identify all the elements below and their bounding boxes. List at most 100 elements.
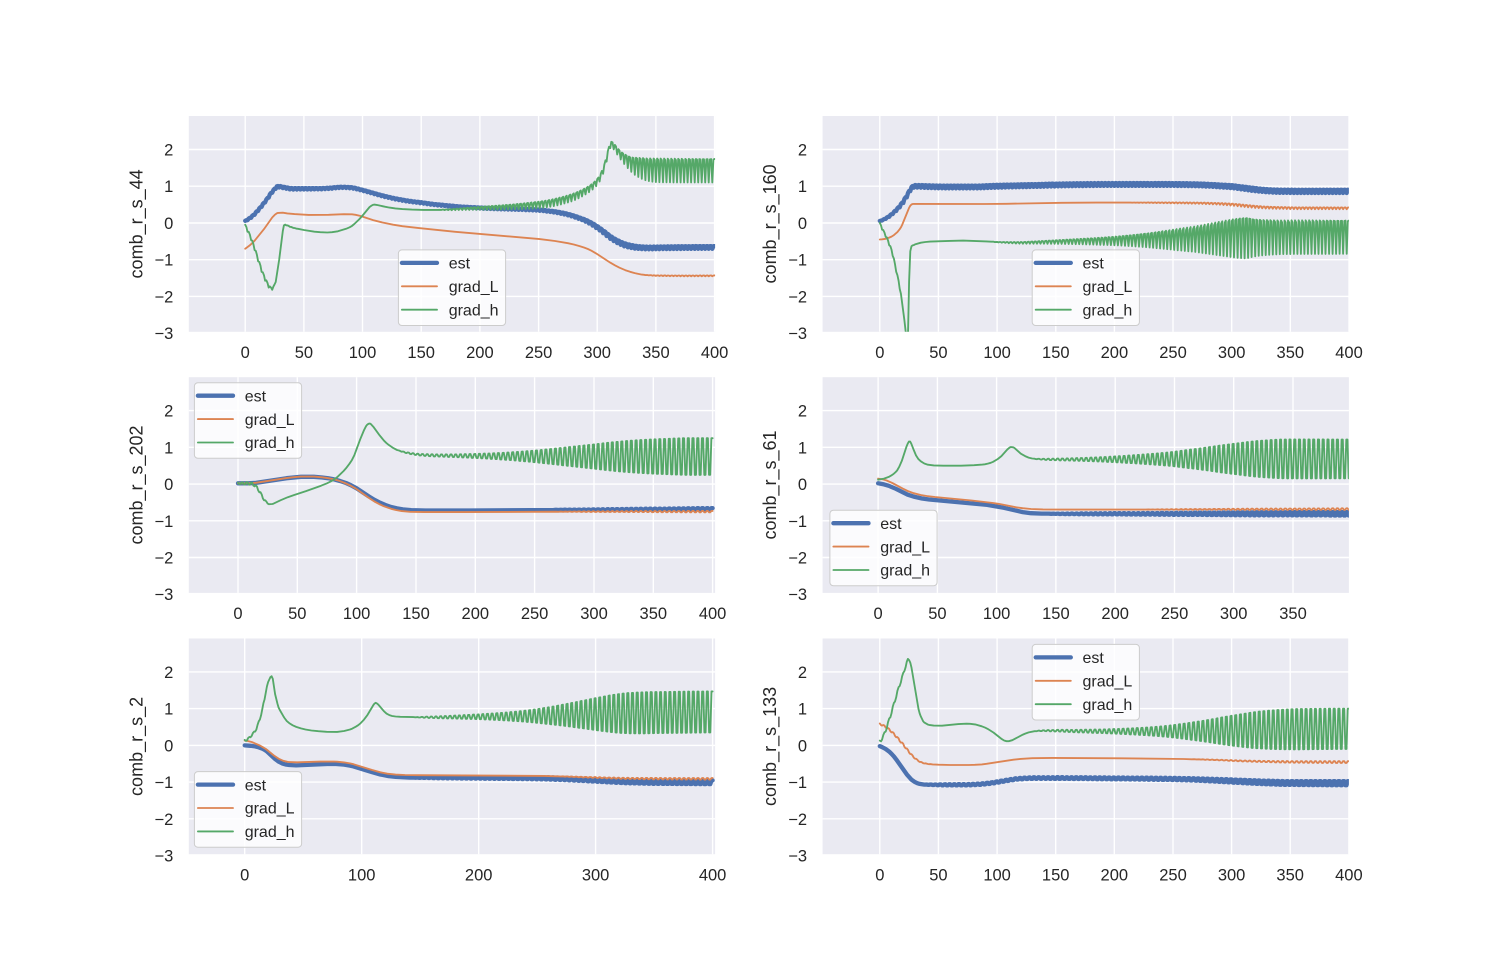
svg-text:0: 0 <box>164 737 173 755</box>
svg-text:2: 2 <box>798 403 807 421</box>
svg-text:−1: −1 <box>154 252 173 270</box>
svg-text:grad_L: grad_L <box>1083 279 1133 296</box>
svg-text:350: 350 <box>1279 605 1307 623</box>
svg-text:350: 350 <box>640 605 668 623</box>
svg-text:0: 0 <box>164 215 173 233</box>
svg-text:50: 50 <box>929 867 947 885</box>
svg-text:−3: −3 <box>788 586 807 604</box>
svg-text:300: 300 <box>580 605 608 623</box>
svg-text:300: 300 <box>1218 867 1246 885</box>
svg-text:0: 0 <box>874 605 883 623</box>
svg-text:−1: −1 <box>788 774 807 792</box>
svg-text:−2: −2 <box>788 288 807 306</box>
svg-text:1: 1 <box>164 439 173 457</box>
svg-text:150: 150 <box>1042 867 1070 885</box>
svg-text:1: 1 <box>798 178 807 196</box>
svg-text:grad_h: grad_h <box>1083 302 1133 319</box>
svg-text:grad_h: grad_h <box>880 563 930 580</box>
svg-text:−3: −3 <box>154 848 173 866</box>
svg-text:100: 100 <box>983 344 1011 362</box>
svg-text:grad_L: grad_L <box>245 412 295 429</box>
svg-text:comb_r_s_202: comb_r_s_202 <box>126 425 147 544</box>
svg-text:grad_L: grad_L <box>1083 674 1133 691</box>
svg-text:150: 150 <box>402 605 430 623</box>
svg-text:grad_L: grad_L <box>449 279 499 296</box>
svg-text:400: 400 <box>699 867 727 885</box>
svg-text:−1: −1 <box>154 774 173 792</box>
svg-text:350: 350 <box>642 344 670 362</box>
svg-text:50: 50 <box>288 605 306 623</box>
svg-text:grad_h: grad_h <box>449 302 499 319</box>
svg-text:200: 200 <box>1101 605 1129 623</box>
svg-text:−1: −1 <box>154 513 173 531</box>
svg-text:2: 2 <box>164 142 173 160</box>
svg-text:grad_L: grad_L <box>245 801 295 818</box>
svg-text:2: 2 <box>164 403 173 421</box>
svg-text:400: 400 <box>1335 344 1363 362</box>
svg-text:100: 100 <box>348 867 376 885</box>
svg-text:1: 1 <box>164 178 173 196</box>
svg-text:−2: −2 <box>788 550 807 568</box>
svg-text:100: 100 <box>983 605 1011 623</box>
svg-text:250: 250 <box>521 605 549 623</box>
svg-text:100: 100 <box>343 605 371 623</box>
svg-text:400: 400 <box>699 605 727 623</box>
svg-text:−3: −3 <box>154 586 173 604</box>
svg-text:est: est <box>449 256 471 273</box>
svg-text:0: 0 <box>233 605 242 623</box>
svg-text:150: 150 <box>1042 344 1070 362</box>
svg-text:comb_r_s_61: comb_r_s_61 <box>760 430 781 539</box>
svg-text:300: 300 <box>583 344 611 362</box>
svg-text:150: 150 <box>1042 605 1070 623</box>
svg-text:200: 200 <box>462 605 490 623</box>
svg-text:−1: −1 <box>788 252 807 270</box>
svg-text:−2: −2 <box>154 288 173 306</box>
svg-text:2: 2 <box>798 664 807 682</box>
svg-text:−3: −3 <box>788 325 807 343</box>
svg-text:300: 300 <box>1220 605 1248 623</box>
svg-text:comb_r_s_2: comb_r_s_2 <box>126 697 147 796</box>
svg-text:0: 0 <box>798 215 807 233</box>
svg-text:1: 1 <box>798 701 807 719</box>
svg-text:grad_h: grad_h <box>245 824 295 841</box>
svg-text:400: 400 <box>701 344 729 362</box>
svg-text:350: 350 <box>1276 867 1304 885</box>
svg-text:100: 100 <box>983 867 1011 885</box>
svg-text:−3: −3 <box>788 848 807 866</box>
svg-text:comb_r_s_133: comb_r_s_133 <box>760 687 781 806</box>
svg-text:−1: −1 <box>788 513 807 531</box>
svg-text:−2: −2 <box>154 550 173 568</box>
svg-text:200: 200 <box>465 867 493 885</box>
svg-text:150: 150 <box>407 344 435 362</box>
svg-text:grad_h: grad_h <box>1083 697 1133 714</box>
svg-text:2: 2 <box>798 142 807 160</box>
svg-text:350: 350 <box>1277 344 1305 362</box>
svg-text:grad_L: grad_L <box>880 539 930 556</box>
svg-text:2: 2 <box>164 664 173 682</box>
svg-text:0: 0 <box>241 344 250 362</box>
svg-text:0: 0 <box>798 737 807 755</box>
svg-text:250: 250 <box>1159 344 1187 362</box>
svg-text:−2: −2 <box>788 811 807 829</box>
svg-text:0: 0 <box>164 476 173 494</box>
svg-text:grad_h: grad_h <box>245 435 295 452</box>
svg-text:200: 200 <box>466 344 494 362</box>
svg-text:0: 0 <box>240 867 249 885</box>
svg-text:comb_r_s_44: comb_r_s_44 <box>126 169 147 278</box>
svg-text:0: 0 <box>798 476 807 494</box>
svg-text:1: 1 <box>164 701 173 719</box>
svg-text:1: 1 <box>798 439 807 457</box>
svg-text:0: 0 <box>875 867 884 885</box>
svg-text:est: est <box>1083 256 1105 273</box>
svg-text:est: est <box>245 388 267 405</box>
svg-text:200: 200 <box>1101 344 1129 362</box>
svg-text:est: est <box>1083 650 1105 667</box>
svg-text:300: 300 <box>1218 344 1246 362</box>
svg-text:−2: −2 <box>154 811 173 829</box>
svg-text:est: est <box>880 516 902 533</box>
svg-text:100: 100 <box>349 344 377 362</box>
svg-text:250: 250 <box>525 344 553 362</box>
svg-text:−3: −3 <box>154 325 173 343</box>
svg-text:comb_r_s_160: comb_r_s_160 <box>760 164 781 283</box>
svg-text:est: est <box>245 777 267 794</box>
